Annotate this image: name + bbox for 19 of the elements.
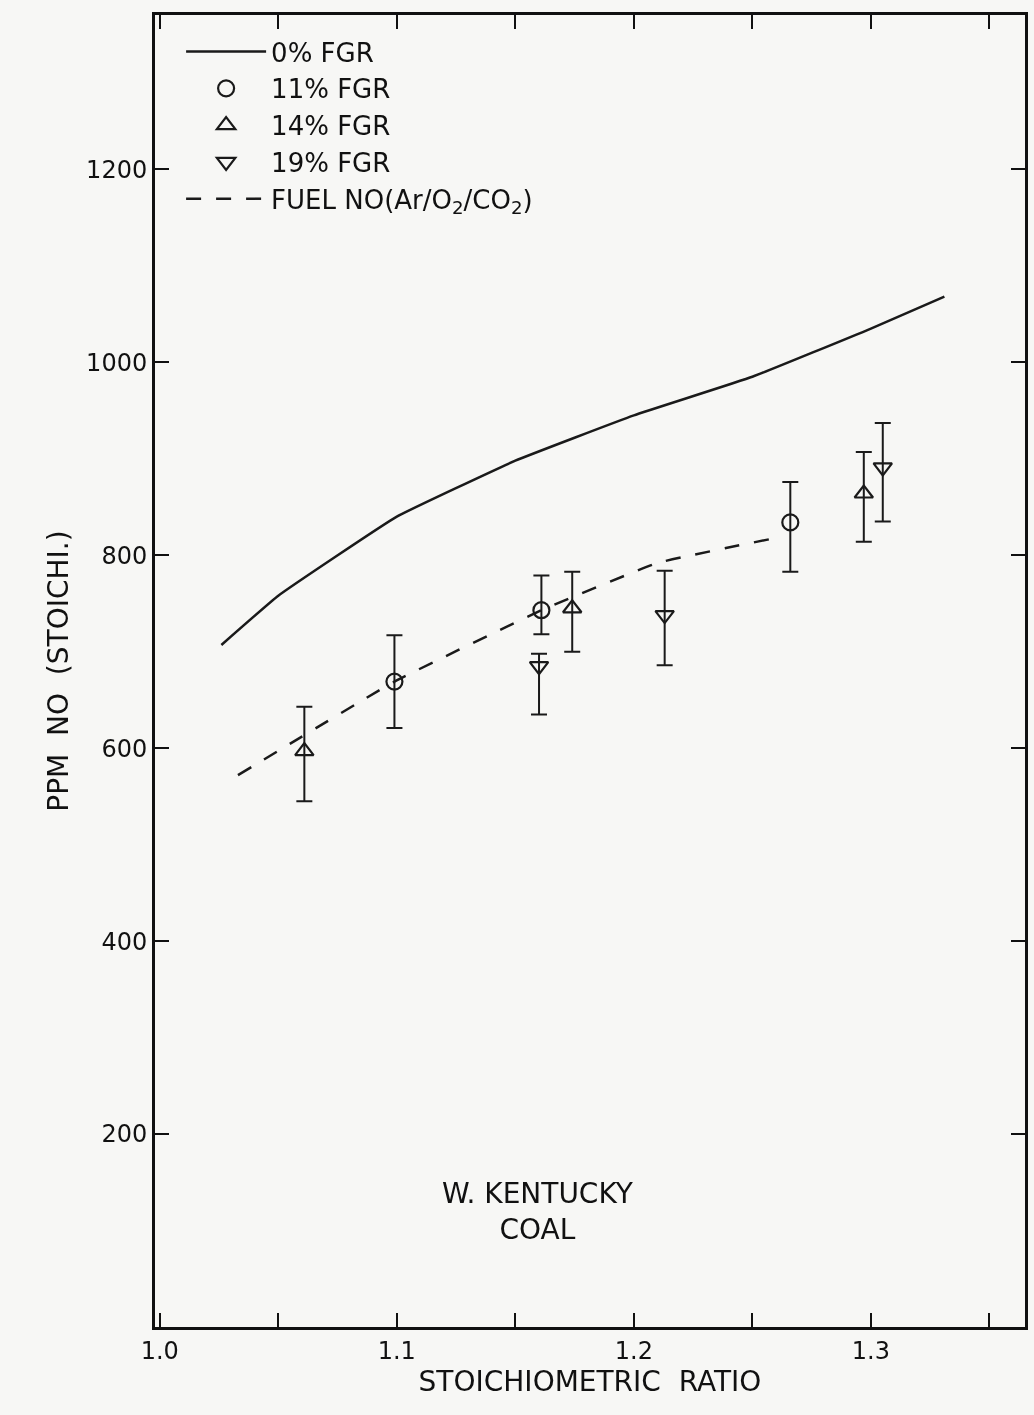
legend-label: 0% FGR bbox=[271, 37, 374, 68]
y-tick-label: 800 bbox=[101, 541, 148, 570]
line-series bbox=[220, 295, 946, 647]
annotation: W. KENTUCKY COAL bbox=[442, 1177, 634, 1247]
x-tick-label: 1.3 bbox=[851, 1336, 890, 1365]
x-tick-label: 1.2 bbox=[614, 1336, 653, 1365]
legend-label: FUEL NO(Ar/O$_{2}$/CO$_{2}$) bbox=[271, 184, 533, 219]
y-tick-label: 200 bbox=[101, 1120, 148, 1149]
y-axis-title: PPM NO (STOICHI.) bbox=[41, 530, 75, 812]
y-tick-label: 400 bbox=[101, 927, 148, 956]
y-tick-label: 1200 bbox=[86, 155, 148, 184]
legend-label: 11% FGR bbox=[271, 74, 391, 105]
y-tick-label: 1000 bbox=[86, 348, 148, 377]
x-tick-label: 1.1 bbox=[377, 1336, 416, 1365]
legend-label: 19% FGR bbox=[271, 148, 391, 179]
legend-label: 14% FGR bbox=[271, 111, 391, 142]
x-axis-title: STOICHIOMETRIC RATIO bbox=[418, 1364, 762, 1398]
y-tick-label: 600 bbox=[101, 734, 148, 763]
x-tick-label: 1.0 bbox=[140, 1336, 179, 1365]
